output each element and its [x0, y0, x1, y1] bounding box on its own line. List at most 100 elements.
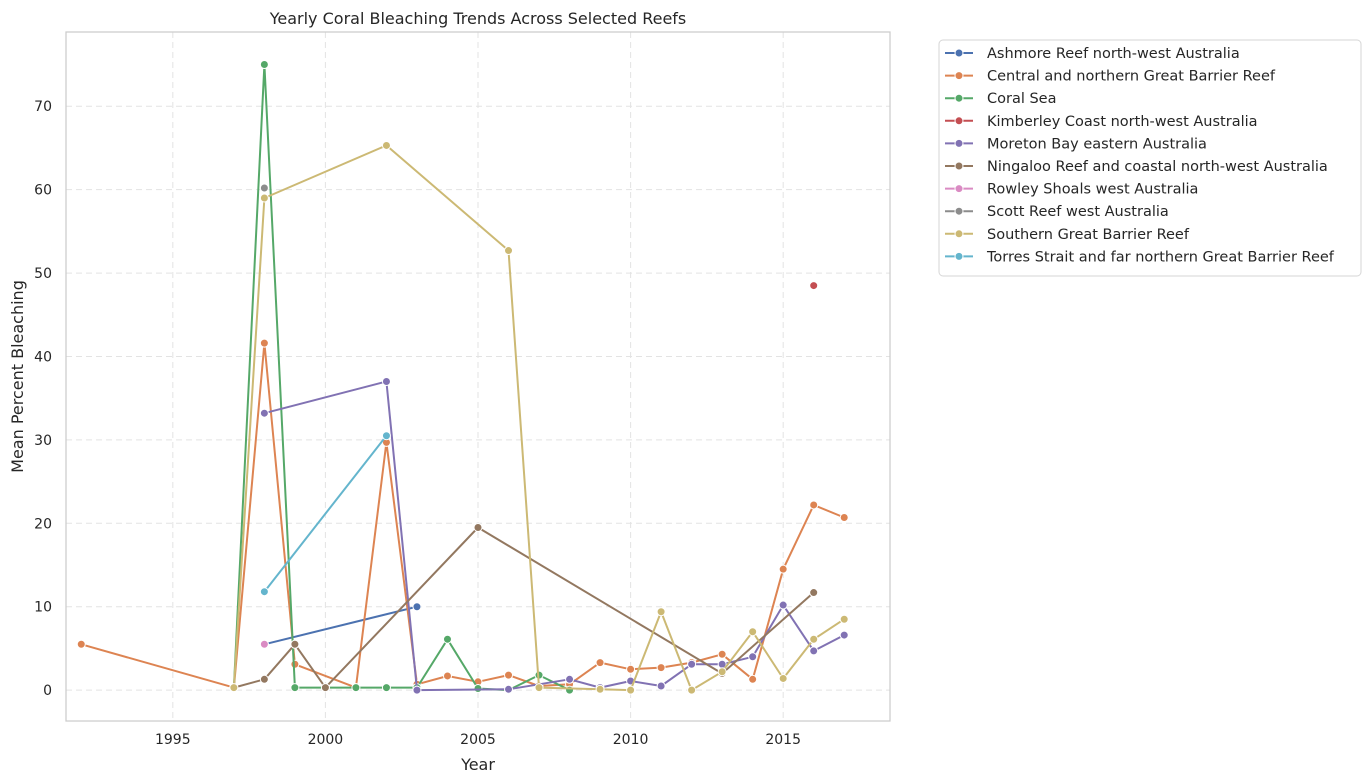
data-point: [504, 670, 514, 680]
series-line: [264, 605, 418, 646]
series-9: [259, 431, 391, 597]
data-point: [351, 683, 361, 693]
data-point: [412, 602, 422, 612]
y-axis-label: Mean Percent Bleaching: [8, 280, 27, 473]
y-tick-label: 0: [43, 683, 52, 699]
data-point: [76, 639, 86, 649]
data-point: [229, 683, 239, 693]
x-tick-label: 2000: [308, 732, 344, 748]
data-point: [748, 674, 758, 684]
x-axis-label: Year: [460, 755, 495, 774]
data-point: [412, 685, 422, 695]
legend-item: Central and northern Great Barrier Reef: [945, 69, 1276, 85]
legend-swatch-marker: [954, 229, 964, 239]
legend-swatch-marker: [954, 251, 964, 261]
series-line: [263, 435, 388, 593]
data-point: [504, 246, 514, 256]
data-point: [259, 183, 269, 193]
data-point: [259, 639, 269, 649]
data-point: [656, 681, 666, 691]
y-tick-label: 20: [34, 516, 52, 532]
data-point: [381, 683, 391, 693]
legend-item: Coral Sea: [945, 91, 1057, 107]
data-point: [778, 564, 788, 574]
data-point: [381, 140, 391, 150]
data-point: [748, 627, 758, 637]
legend-item: Torres Strait and far northern Great Bar…: [945, 249, 1335, 265]
data-point: [656, 607, 666, 617]
series-layer: [76, 60, 849, 695]
x-tick-label: 2015: [765, 732, 801, 748]
legend-frame: [938, 39, 1362, 277]
data-point: [809, 588, 819, 598]
legend-item: Ningaloo Reef and coastal north-west Aus…: [945, 159, 1328, 175]
data-point: [259, 338, 269, 348]
data-point: [687, 659, 697, 669]
legend-swatch-marker: [954, 71, 964, 81]
data-point: [473, 522, 483, 532]
legend: Ashmore Reef north-west Australia Central…: [938, 39, 1362, 277]
data-point: [259, 674, 269, 684]
y-tick-label: 40: [34, 349, 52, 365]
legend-label: Ashmore Reef north-west Australia: [987, 46, 1240, 62]
data-point: [595, 658, 605, 668]
series-3: [809, 281, 819, 291]
legend-item: Southern Great Barrier Reef: [945, 227, 1190, 243]
series-line: [264, 380, 845, 692]
data-point: [565, 674, 575, 684]
data-point: [381, 431, 391, 441]
data-point: [290, 639, 300, 649]
data-point: [504, 684, 514, 694]
data-point: [809, 500, 819, 510]
legend-swatch-marker: [954, 161, 964, 171]
data-point: [259, 587, 269, 597]
series-8: [229, 140, 849, 695]
legend-swatch-marker: [954, 116, 964, 126]
data-point: [473, 683, 483, 693]
legend-swatch-marker: [954, 206, 964, 216]
y-tick-label: 30: [34, 433, 52, 449]
data-point: [809, 281, 819, 291]
chart-title: Yearly Coral Bleaching Trends Across Sel…: [269, 9, 687, 28]
x-tick-label: 2010: [613, 732, 649, 748]
series-6: [259, 639, 269, 649]
legend-label: Central and northern Great Barrier Reef: [987, 69, 1276, 85]
legend-swatch-marker: [954, 93, 964, 103]
series-line: [232, 144, 845, 692]
x-tick-label: 1995: [155, 732, 191, 748]
legend-item: Kimberley Coast north-west Australia: [945, 114, 1258, 130]
legend-label: Scott Reef west Australia: [987, 204, 1169, 220]
data-point: [839, 630, 849, 640]
y-tick-label: 50: [34, 266, 52, 282]
legend-swatch-marker: [954, 184, 964, 194]
legend-label: Southern Great Barrier Reef: [987, 227, 1190, 243]
legend-label: Kimberley Coast north-west Australia: [987, 114, 1258, 130]
legend-label: Torres Strait and far northern Great Bar…: [986, 249, 1335, 265]
tick-labels: 1995 2000 2005 2010 2015 0 10 20 30 40 50 60 70: [34, 99, 801, 748]
legend-item: Scott Reef west Australia: [945, 204, 1169, 220]
legend-label: Rowley Shoals west Australia: [987, 182, 1198, 198]
legend-swatch-marker: [954, 138, 964, 148]
data-point: [778, 600, 788, 610]
data-point: [626, 685, 636, 695]
data-point: [839, 512, 849, 522]
data-point: [595, 684, 605, 694]
data-point: [778, 673, 788, 683]
legend-label: Coral Sea: [987, 91, 1057, 107]
data-point: [687, 685, 697, 695]
x-tick-label: 2005: [460, 732, 496, 748]
data-point: [290, 683, 300, 693]
y-tick-label: 10: [34, 600, 52, 616]
y-tick-label: 70: [34, 99, 52, 115]
legend-item: Moreton Bay eastern Australia: [945, 136, 1207, 152]
data-point: [656, 663, 666, 673]
legend-swatch-marker: [954, 48, 964, 58]
data-point: [381, 377, 391, 387]
data-point: [259, 60, 269, 70]
data-point: [717, 667, 727, 677]
y-tick-label: 60: [34, 183, 52, 199]
data-point: [442, 671, 452, 681]
data-point: [442, 634, 452, 644]
data-point: [259, 193, 269, 203]
